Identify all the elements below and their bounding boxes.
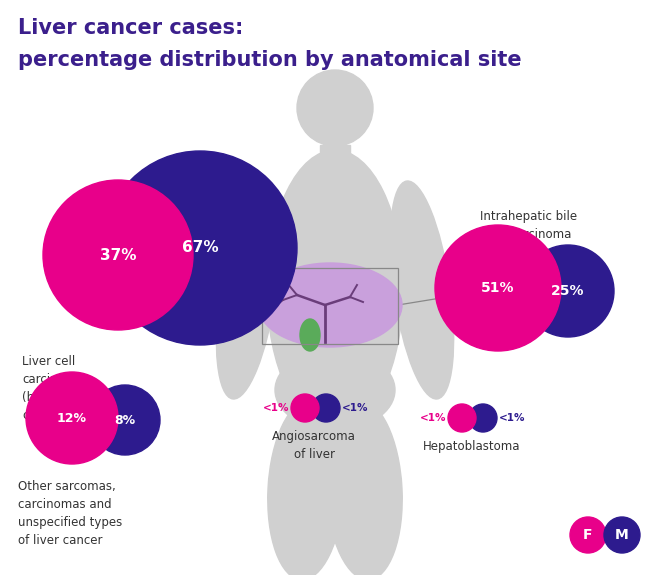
Ellipse shape (258, 263, 402, 347)
Text: 67%: 67% (181, 240, 218, 255)
Text: 37%: 37% (100, 247, 136, 263)
Text: Hepatoblastoma: Hepatoblastoma (423, 440, 521, 453)
Text: 8%: 8% (115, 413, 135, 427)
Text: M: M (615, 528, 629, 542)
Circle shape (435, 225, 561, 351)
Text: Intrahepatic bile
duct carcinoma: Intrahepatic bile duct carcinoma (480, 210, 577, 241)
Circle shape (103, 151, 297, 345)
Text: 51%: 51% (481, 281, 515, 295)
Text: 12%: 12% (57, 412, 87, 424)
Circle shape (90, 385, 160, 455)
Ellipse shape (216, 181, 280, 399)
Text: percentage distribution by anatomical site: percentage distribution by anatomical si… (18, 50, 522, 70)
Circle shape (291, 394, 319, 422)
Ellipse shape (326, 400, 402, 575)
Text: <1%: <1% (499, 413, 526, 423)
Ellipse shape (268, 400, 344, 575)
Ellipse shape (390, 181, 454, 399)
Ellipse shape (267, 150, 403, 430)
FancyBboxPatch shape (320, 145, 350, 175)
Text: Other sarcomas,
carcinomas and
unspecified types
of liver cancer: Other sarcomas, carcinomas and unspecifi… (18, 480, 122, 547)
Text: Angiosarcoma
of liver: Angiosarcoma of liver (272, 430, 356, 461)
Circle shape (469, 404, 497, 432)
Circle shape (43, 180, 193, 330)
Text: F: F (583, 528, 593, 542)
Circle shape (604, 517, 640, 553)
Text: <1%: <1% (419, 413, 446, 423)
Text: Liver cancer cases:: Liver cancer cases: (18, 18, 244, 38)
Text: Liver cell
carcinoma
(hepatocellular
carcinoma): Liver cell carcinoma (hepatocellular car… (22, 355, 111, 422)
Text: 25%: 25% (551, 284, 584, 298)
Circle shape (448, 404, 476, 432)
Circle shape (522, 245, 614, 337)
Circle shape (570, 517, 606, 553)
Ellipse shape (300, 319, 320, 351)
Bar (262, 268, 398, 344)
Text: <1%: <1% (342, 403, 369, 413)
Ellipse shape (275, 350, 395, 430)
Circle shape (297, 70, 373, 146)
Circle shape (312, 394, 340, 422)
Circle shape (26, 372, 118, 464)
Text: <1%: <1% (262, 403, 289, 413)
